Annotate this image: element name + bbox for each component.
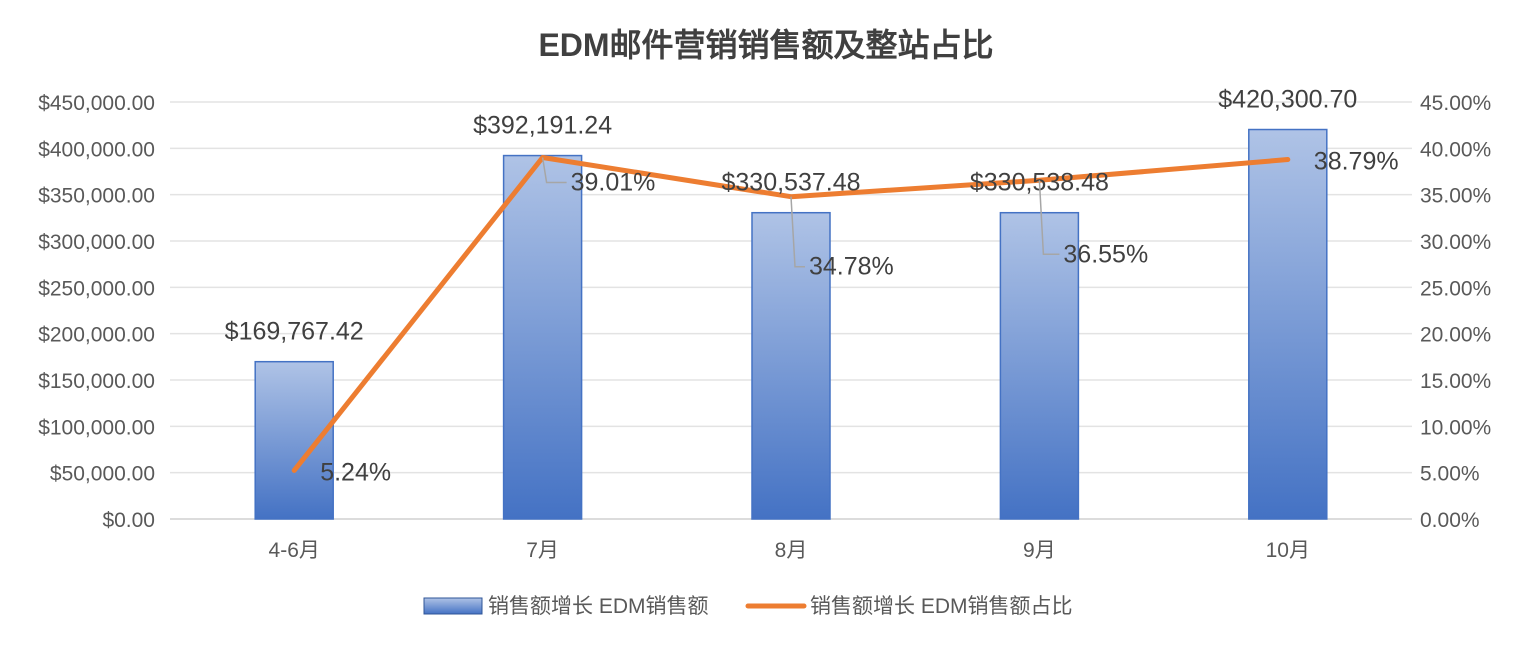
bar xyxy=(504,156,582,519)
bar xyxy=(1249,130,1327,519)
y-left-tick-label: $200,000.00 xyxy=(38,324,155,347)
legend-label-bar: 销售额增长 EDM销售额 xyxy=(488,595,709,618)
x-tick-label: 9月 xyxy=(1023,539,1056,562)
y-left-tick-label: $100,000.00 xyxy=(38,416,155,439)
y-left-tick-label: $250,000.00 xyxy=(38,277,155,300)
y-right-tick-label: 5.00% xyxy=(1420,463,1480,486)
line-value-label: 38.79% xyxy=(1314,148,1399,176)
bar-value-label: $169,767.42 xyxy=(225,318,364,346)
legend-swatch-bar xyxy=(424,598,482,614)
y-left-tick-label: $50,000.00 xyxy=(50,463,155,486)
line-value-label: 5.24% xyxy=(320,458,391,486)
y-right-tick-label: 45.00% xyxy=(1420,92,1491,115)
chart-title: EDM邮件营销销售额及整站占比 xyxy=(538,27,993,63)
y-left-tick-label: $300,000.00 xyxy=(38,231,155,254)
x-tick-label: 4-6月 xyxy=(269,539,320,562)
x-tick-label: 8月 xyxy=(775,539,808,562)
y-left-tick-label: $400,000.00 xyxy=(38,138,155,161)
y-right-tick-label: 40.00% xyxy=(1420,138,1491,161)
y-right-tick-label: 25.00% xyxy=(1420,277,1491,300)
bar-value-label: $330,537.48 xyxy=(721,169,860,197)
y-left-tick-label: $150,000.00 xyxy=(38,370,155,393)
x-tick-label: 10月 xyxy=(1266,539,1310,562)
y-right-tick-label: 15.00% xyxy=(1420,370,1491,393)
line-value-label: 36.55% xyxy=(1063,240,1148,268)
bar-value-label: $392,191.24 xyxy=(473,112,612,140)
line-value-label: 39.01% xyxy=(571,169,656,197)
y-right-tick-label: 0.00% xyxy=(1420,509,1480,532)
bar xyxy=(255,362,333,519)
x-tick-label: 7月 xyxy=(526,539,559,562)
y-right-tick-label: 10.00% xyxy=(1420,416,1491,439)
y-right-tick-label: 30.00% xyxy=(1420,231,1491,254)
bar-value-label: $420,300.70 xyxy=(1218,86,1357,114)
y-right-tick-label: 20.00% xyxy=(1420,324,1491,347)
y-left-tick-label: $0.00 xyxy=(102,509,155,532)
line-value-label: 34.78% xyxy=(809,253,894,281)
legend: 销售额增长 EDM销售额 销售额增长 EDM销售额占比 xyxy=(424,595,1073,618)
y-right-tick-label: 35.00% xyxy=(1420,185,1491,208)
legend-label-line: 销售额增长 EDM销售额占比 xyxy=(810,595,1073,618)
y-left-tick-label: $450,000.00 xyxy=(38,92,155,115)
y-left-tick-label: $350,000.00 xyxy=(38,185,155,208)
